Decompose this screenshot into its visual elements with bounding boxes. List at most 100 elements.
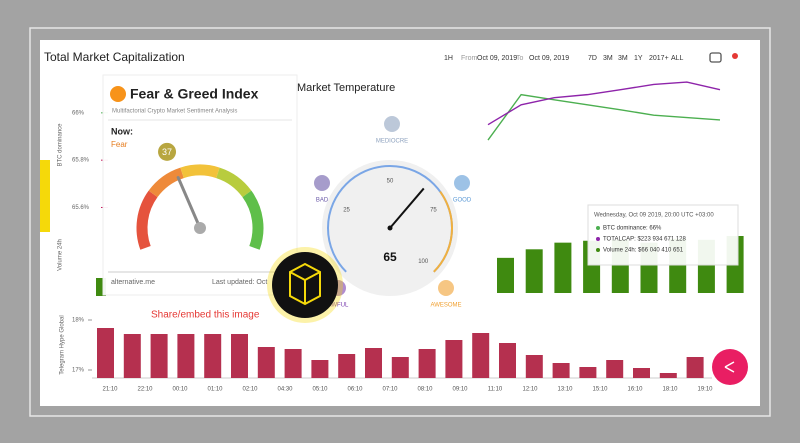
- hype-bar: [365, 348, 382, 378]
- level-icon: [438, 280, 454, 296]
- temp-tick-label: 25: [343, 208, 350, 214]
- interval: 1H: [444, 55, 453, 62]
- hype-bar: [552, 363, 570, 378]
- y-axis-title: BTC dominance: [58, 123, 64, 167]
- fg-source: alternative.me: [111, 279, 155, 286]
- fg-class: Fear: [111, 140, 128, 149]
- x-tick-label: 12:10: [522, 387, 538, 393]
- hype-bar: [97, 328, 114, 378]
- from-label: From: [461, 55, 478, 62]
- camera[interactable]: [709, 52, 722, 63]
- tooltip-row: BTC dominance: 66%: [603, 226, 662, 232]
- x-tick-label: 02:10: [242, 387, 258, 393]
- hype-bar: [445, 340, 463, 378]
- x-tick-label: 05:10: [312, 387, 328, 393]
- temp-value: 65: [383, 250, 397, 264]
- level-label: BAD: [316, 198, 329, 204]
- share-text: Share/embed this image: [151, 310, 260, 321]
- volume-bar: [497, 257, 514, 293]
- level-label: MEDIOCRE: [376, 139, 408, 145]
- needle-hub: [387, 225, 393, 231]
- hype-bar: [257, 347, 275, 378]
- share-icon[interactable]: [724, 361, 735, 373]
- now-label: Now:: [111, 126, 133, 136]
- y-tick-label: 65.6%: [72, 205, 90, 211]
- y-axis-title: Volume 24h: [58, 239, 64, 271]
- frame: [29, 27, 771, 417]
- tooltip-box: [587, 204, 739, 266]
- needle-hub: [194, 222, 206, 234]
- y-tick-label: 17%: [72, 368, 85, 374]
- range-button[interactable]: 1Y: [634, 55, 643, 62]
- hype-bar: [338, 354, 356, 378]
- level-icon: [384, 116, 400, 132]
- hype-bar: [418, 349, 436, 378]
- hype-bar: [472, 333, 490, 378]
- level-icon: [454, 175, 470, 191]
- hype-bar: [204, 334, 222, 378]
- x-tick-label: 00:10: [172, 387, 188, 393]
- gauge-arc: [242, 190, 264, 250]
- hype-bar: [633, 368, 650, 378]
- x-tick-label: 01:10: [207, 387, 223, 393]
- hype-bar: [284, 349, 302, 378]
- x-tick-label: 07:10: [382, 387, 398, 393]
- hype-bar: [659, 373, 677, 378]
- range-button[interactable]: 2017+: [649, 55, 669, 62]
- gauge-arc: [215, 167, 252, 198]
- hype-bar: [606, 360, 624, 378]
- gauge-ring-warm: [433, 190, 453, 273]
- pin[interactable]: [732, 53, 738, 59]
- line-series: [487, 93, 721, 141]
- fg-value: 37: [162, 147, 172, 157]
- range-button[interactable]: 7D: [588, 55, 597, 62]
- temp-tick-label: 75: [430, 208, 437, 214]
- side-tab: [40, 160, 50, 232]
- gauge-arc: [136, 190, 158, 250]
- fg-title: Fear & Greed Index: [130, 86, 259, 102]
- hype-bar: [686, 357, 704, 378]
- volume-bar: [554, 242, 572, 293]
- level-label: GOOD: [453, 198, 472, 204]
- tooltip-date: Wednesday, Oct 09 2019, 20:00 UTC +03:00: [594, 213, 714, 219]
- volume-bar: [525, 249, 543, 293]
- tooltip-row: Volume 24h: $66 040 410 651: [603, 248, 684, 254]
- x-tick-label: 22:10: [137, 387, 153, 393]
- hype-bar: [177, 334, 195, 378]
- fg-card: [102, 74, 298, 296]
- y-tick-label: 65.8%: [72, 158, 90, 164]
- x-tick-label: 08:10: [417, 387, 433, 393]
- level-label: AWESOME: [430, 303, 461, 309]
- to-label: To: [516, 55, 524, 62]
- range-button[interactable]: ALL: [671, 55, 684, 62]
- small-bar: [96, 278, 106, 296]
- y-tick-label: 66%: [72, 110, 85, 116]
- hype-bar: [499, 343, 516, 378]
- hype-bar: [525, 355, 543, 378]
- y-tick-label: 18%: [72, 318, 85, 324]
- x-tick-label: 15:10: [592, 387, 608, 393]
- x-tick-label: 04:30: [277, 387, 293, 393]
- pin-icon[interactable]: [732, 53, 738, 59]
- tooltip-dot: [596, 226, 600, 230]
- gauge-arc: [180, 164, 220, 179]
- x-tick-label: 21:10: [102, 387, 118, 393]
- hype-bar: [579, 367, 597, 378]
- fg-updated: Last updated: Oct: [212, 279, 267, 286]
- x-tick-label: 13:10: [557, 387, 573, 393]
- logo-mark: [289, 262, 321, 306]
- x-tick-label: 18:10: [662, 387, 678, 393]
- tooltip-dot: [596, 248, 600, 252]
- temp-tick-label: 50: [387, 179, 394, 185]
- camera-icon[interactable]: [709, 52, 722, 63]
- line-series: [487, 81, 721, 126]
- x-tick-label: 19:10: [697, 387, 713, 393]
- share-button[interactable]: [712, 349, 748, 385]
- range-button[interactable]: 3M: [603, 55, 613, 62]
- range-button[interactable]: 3M: [618, 55, 628, 62]
- gauge-arc: [148, 167, 185, 198]
- level-icon: [314, 175, 330, 191]
- to-date: Oct 09, 2019: [529, 55, 569, 62]
- hype-bar: [311, 360, 329, 378]
